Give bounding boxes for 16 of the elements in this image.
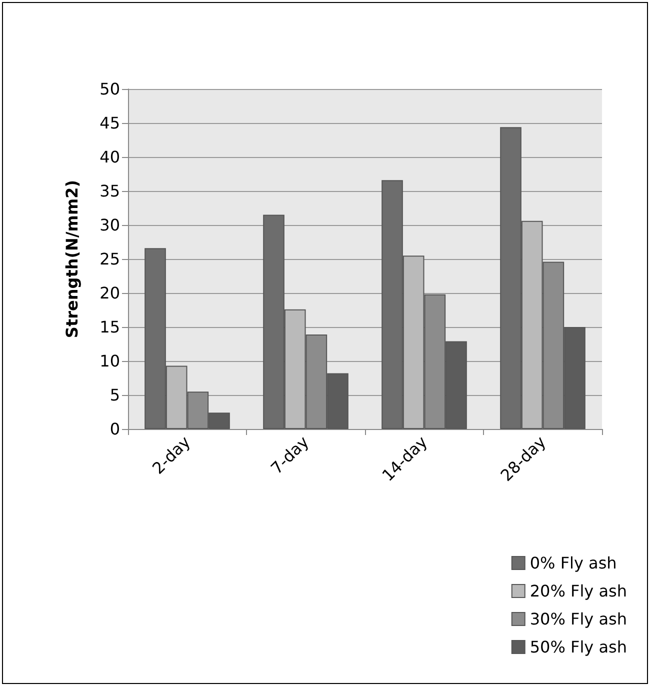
y-tick-label: 10 [100,352,120,370]
y-tick-label: 15 [100,318,120,336]
y-tick-label: 50 [100,80,120,98]
y-tick-label: 20 [100,284,120,302]
y-tick-label: 40 [100,148,120,166]
y-tick-label: 25 [100,250,120,268]
y-axis-title: Strength(N/mm2) [62,180,82,338]
y-tick-label: 30 [100,216,120,234]
legend-label: 0% Fly ash [530,554,617,572]
legend-label: 20% Fly ash [530,582,628,600]
legend-label: 50% Fly ash [530,638,628,656]
y-tick-label: 45 [100,114,120,132]
y-tick-label: 0 [110,420,120,438]
y-tick-label: 5 [110,386,120,404]
legend-label: 30% Fly ash [530,610,628,628]
y-tick-label: 35 [100,182,120,200]
